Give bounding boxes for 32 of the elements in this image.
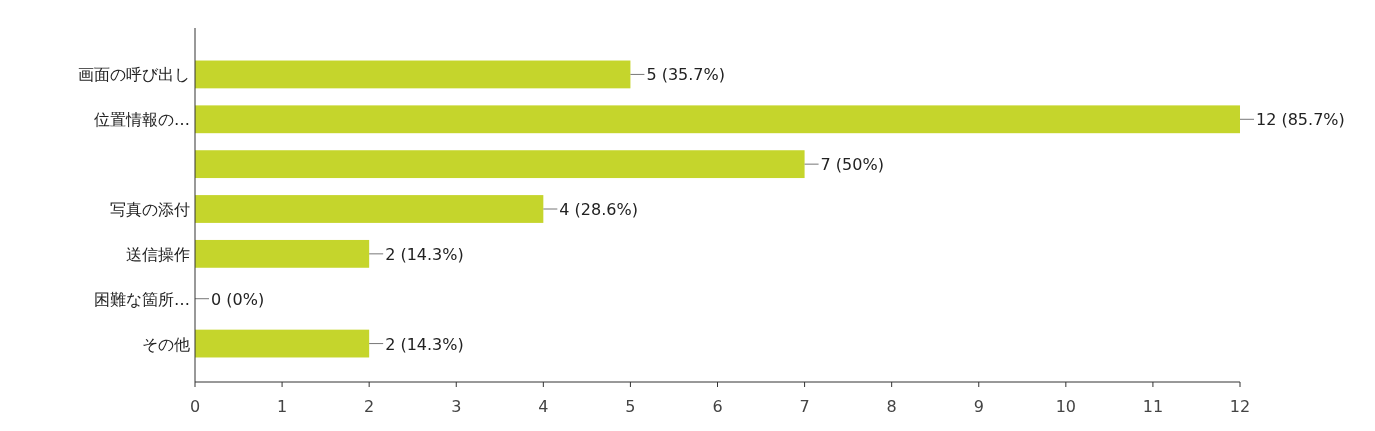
bar — [195, 150, 805, 179]
bar — [195, 105, 1240, 134]
x-tick-label: 5 — [625, 397, 636, 416]
data-label: 2 (14.3%) — [385, 244, 464, 264]
x-tick-label: 3 — [451, 397, 462, 416]
y-tick-label: その他 — [142, 334, 190, 354]
y-tick-label: 画面の呼び出し — [78, 65, 190, 85]
x-tick-label: 6 — [712, 397, 723, 416]
data-label: 2 (14.3%) — [385, 334, 464, 354]
x-tick-label: 11 — [1142, 397, 1164, 416]
y-tick-label: 困難な箇所… — [94, 289, 190, 309]
data-label: 12 (85.7%) — [1256, 110, 1345, 130]
bar — [195, 239, 370, 268]
x-tick-label: 9 — [973, 397, 984, 416]
x-tick-label: 1 — [276, 397, 288, 416]
y-tick-label: 写真の添付 — [110, 200, 190, 219]
x-tick-label: 10 — [1055, 397, 1077, 416]
bar — [195, 329, 370, 358]
data-label: 7 (50%) — [820, 155, 884, 175]
data-label: 0 (0%) — [211, 289, 265, 309]
data-label: 4 (28.6%) — [559, 200, 638, 219]
x-tick-label: 4 — [538, 397, 549, 416]
x-tick-label: 0 — [189, 397, 201, 416]
y-tick-label: 送信操作 — [126, 244, 190, 264]
bar — [195, 60, 631, 89]
data-label: 5 (35.7%) — [646, 65, 725, 85]
x-tick-label: 2 — [364, 397, 375, 416]
x-tick-label: 8 — [886, 397, 897, 416]
y-tick-label: 位置情報の… — [94, 110, 190, 130]
x-tick-label: 7 — [799, 397, 810, 416]
bar — [195, 195, 544, 223]
x-tick-label: 12 — [1229, 397, 1251, 416]
